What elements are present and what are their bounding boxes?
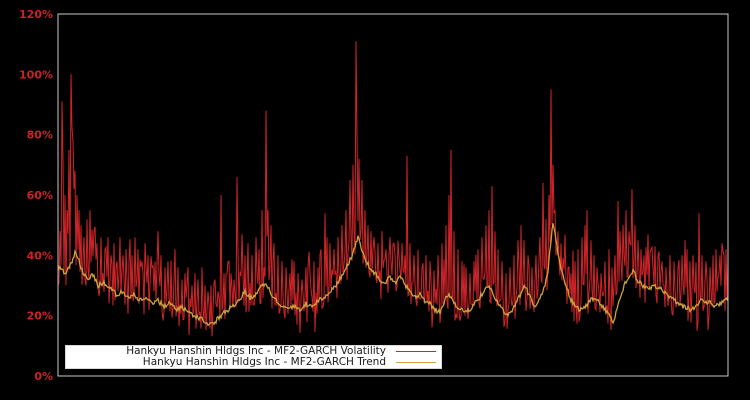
y-tick-label: 20% xyxy=(27,310,53,323)
legend-line-sample-volatility xyxy=(396,351,436,352)
y-tick-label: 60% xyxy=(27,189,53,202)
plot-border xyxy=(57,13,729,377)
legend-line-sample-trend xyxy=(396,362,436,363)
legend-label-volatility: Hankyu Hanshin Hldgs Inc - MF2-GARCH Vol… xyxy=(126,345,386,357)
trend-series-line xyxy=(57,223,729,327)
y-tick-label: 100% xyxy=(19,68,53,81)
y-tick-label: 0% xyxy=(34,370,53,383)
legend-entry-volatility: Hankyu Hanshin Hldgs Inc - MF2-GARCH Vol… xyxy=(66,346,436,357)
y-tick-label: 80% xyxy=(27,129,53,142)
legend-label-trend: Hankyu Hanshin Hldgs Inc - MF2-GARCH Tre… xyxy=(142,356,386,368)
legend-entry-trend: Hankyu Hanshin Hldgs Inc - MF2-GARCH Tre… xyxy=(66,357,436,368)
y-tick-label: 40% xyxy=(27,249,53,262)
y-axis-tick-labels: 0% 20% 40% 60% 80% 100% 120% xyxy=(19,8,53,383)
y-tick-label: 120% xyxy=(19,8,53,21)
legend: Hankyu Hanshin Hldgs Inc - MF2-GARCH Vol… xyxy=(65,345,442,369)
volatility-series-line xyxy=(57,41,729,337)
